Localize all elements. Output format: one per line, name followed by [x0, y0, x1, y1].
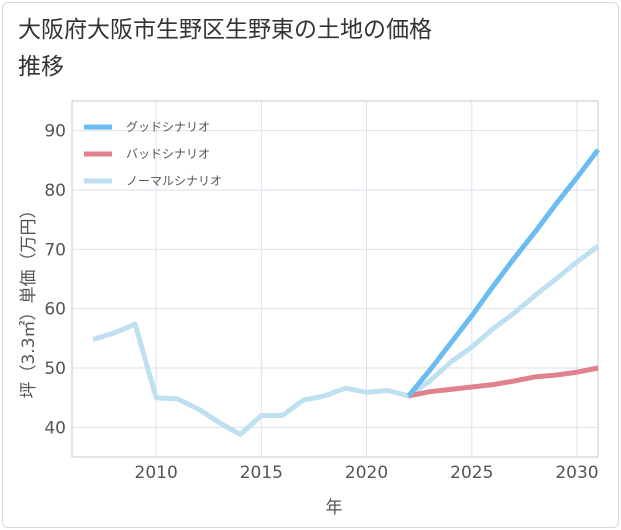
- series-line-2: [92, 244, 600, 437]
- series-line-1: [408, 365, 599, 399]
- x-tick-label: 2015: [240, 463, 283, 483]
- series-lines: [92, 148, 600, 437]
- y-tick-label: 40: [44, 418, 66, 438]
- legend-label: ノーマルシナリオ: [126, 174, 222, 188]
- y-tick-label: 90: [44, 122, 66, 142]
- legend-label: グッドシナリオ: [126, 120, 210, 134]
- legend-label: バッドシナリオ: [126, 147, 210, 161]
- grid-lines: [72, 101, 598, 457]
- y-tick-label: 80: [44, 181, 66, 201]
- x-tick-label: 2010: [135, 463, 178, 483]
- tick-labels: 2010 2015 2020 2025 2030 40 50 60 70 80 90: [44, 122, 598, 483]
- y-tick-label: 70: [44, 240, 66, 260]
- x-tick-label: 2020: [345, 463, 388, 483]
- y-tick-label: 50: [44, 359, 66, 379]
- x-axis-label: 年: [326, 498, 343, 518]
- x-tick-label: 2025: [450, 463, 493, 483]
- series-line-0: [406, 148, 600, 398]
- x-tick-label: 2030: [555, 463, 598, 483]
- y-axis-label: 坪（3.3㎡）単価（万円）: [19, 201, 39, 398]
- chart-title: 大阪府大阪市生野区生野東の土地の価格推移: [18, 17, 432, 80]
- y-tick-label: 60: [44, 300, 66, 320]
